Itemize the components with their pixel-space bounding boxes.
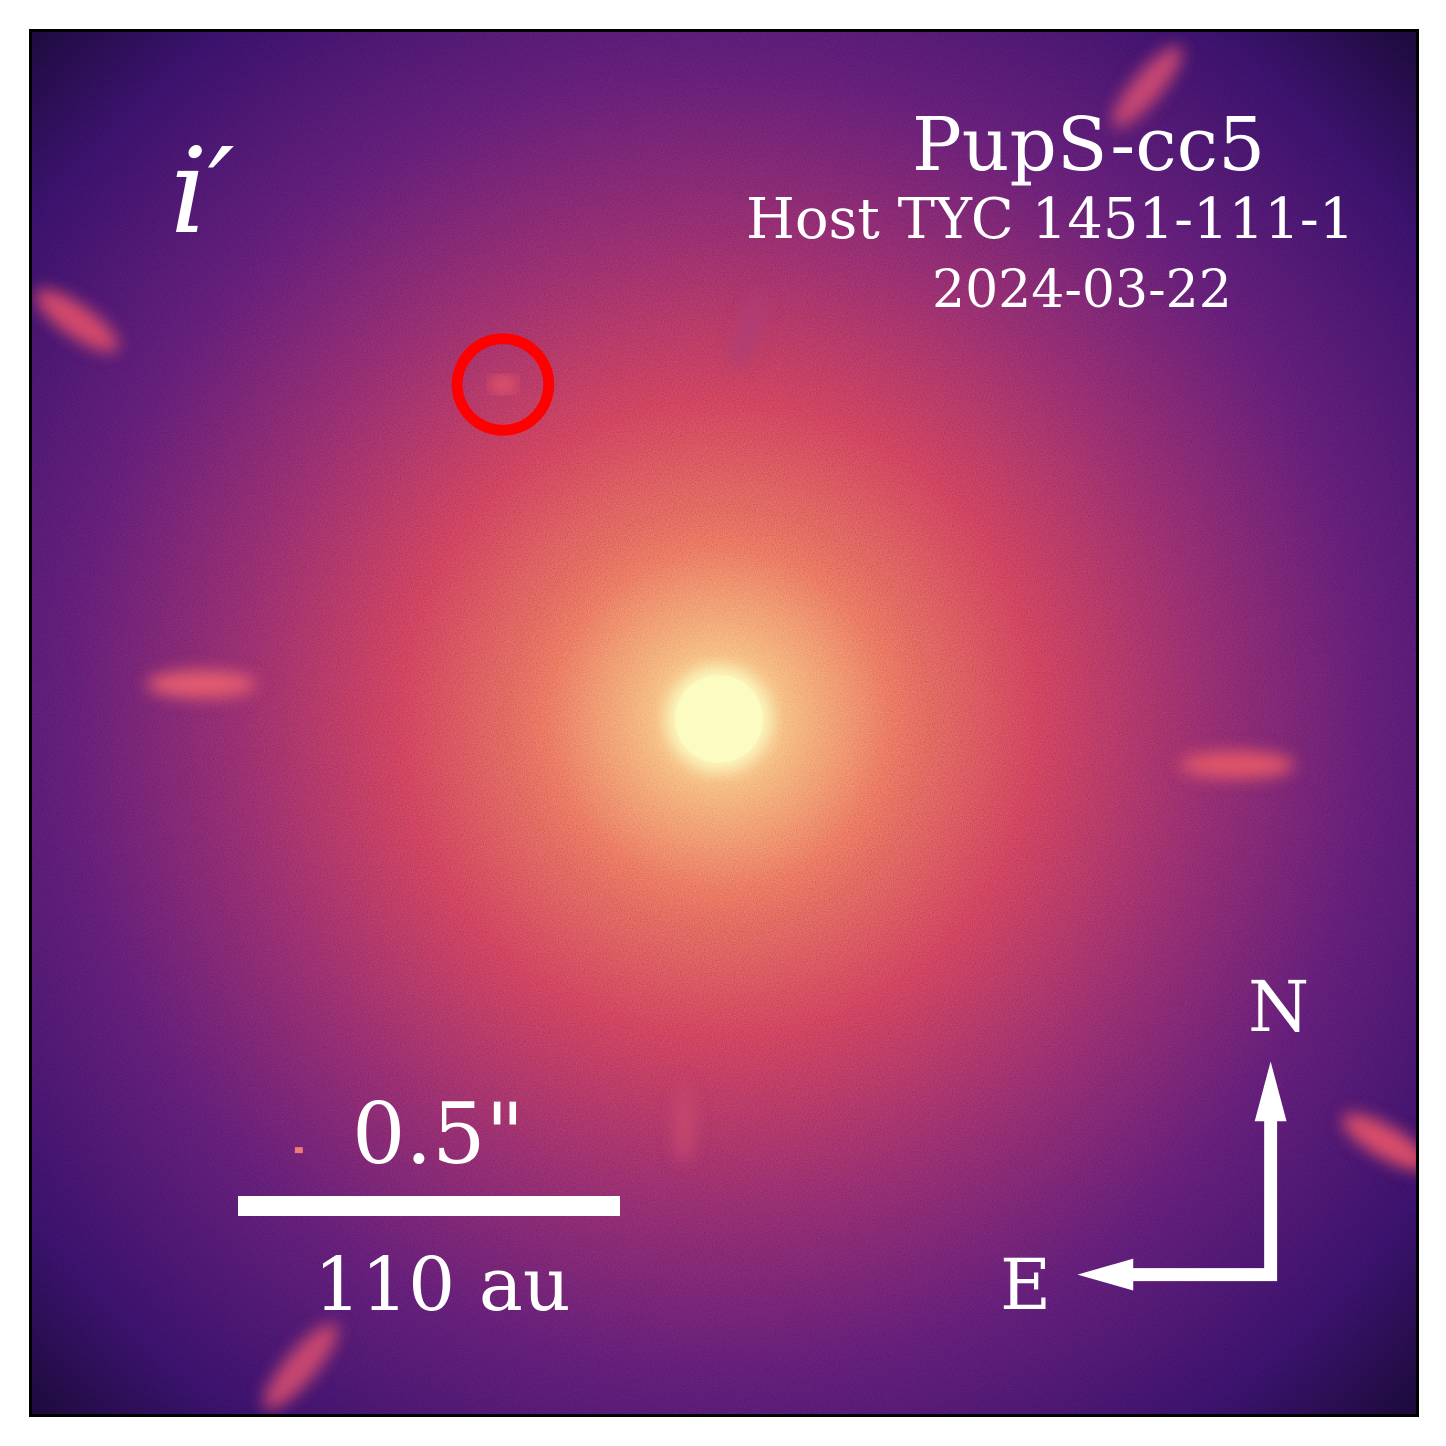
- target-name: PupS-cc5: [912, 102, 1266, 188]
- filter-label: i′: [170, 122, 235, 260]
- companion-source: [489, 375, 517, 394]
- image-frame: i′ PupS-cc5 Host TYC 1451-111-1 2024-03-…: [29, 29, 1419, 1417]
- companion-marker-circle: [451, 333, 555, 436]
- speckle-spots: [35, 45, 1416, 1410]
- north-label: N: [1248, 966, 1310, 1048]
- star-field-image: [32, 32, 1416, 1414]
- scale-bar-physical-label: 110 au: [314, 1242, 571, 1328]
- scale-bar: [238, 1196, 620, 1216]
- host-name: Host TYC 1451-111-1: [746, 187, 1355, 252]
- observation-date: 2024-03-22: [932, 260, 1232, 320]
- east-label: E: [1000, 1244, 1052, 1326]
- scale-bar-angular-label: 0.5": [352, 1085, 525, 1183]
